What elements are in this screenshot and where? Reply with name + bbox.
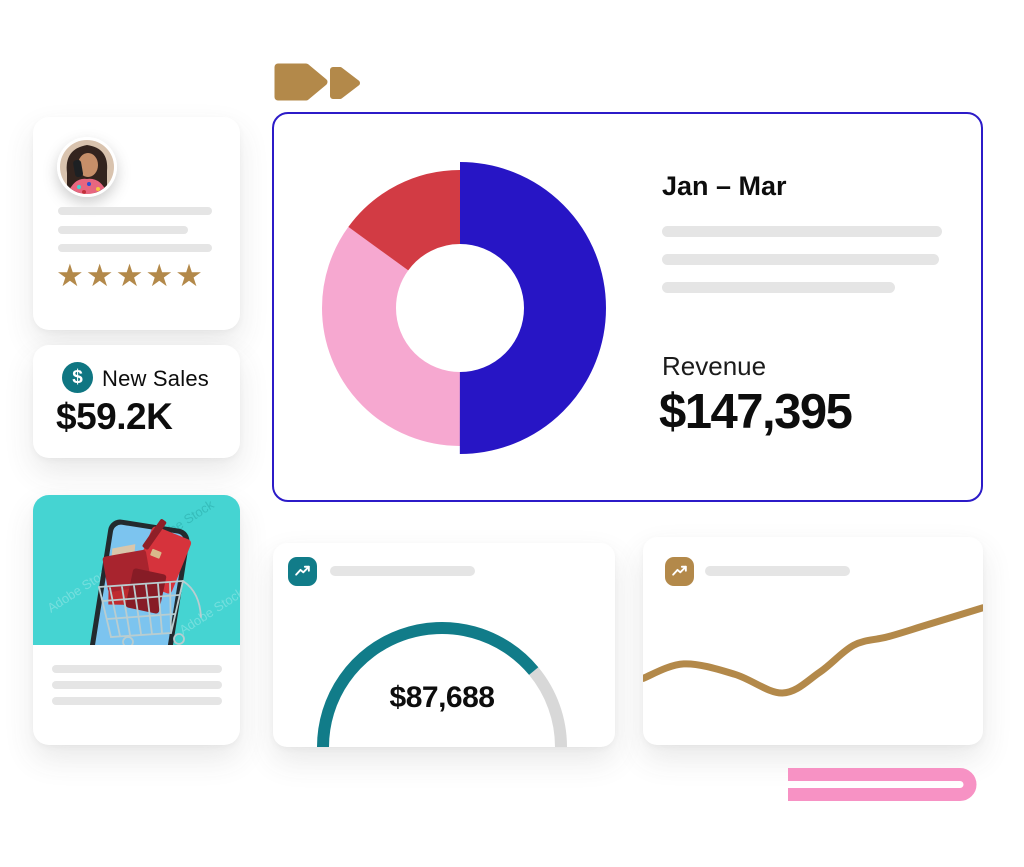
placeholder-line <box>705 566 850 576</box>
arrow-tag-icon <box>274 63 328 101</box>
pink-ribbon-decor <box>788 768 977 801</box>
period-title: Jan – Mar <box>662 171 787 201</box>
placeholder-line <box>58 207 212 215</box>
ribbon-path <box>788 768 977 801</box>
new-sales-value: $59.2K <box>56 396 173 437</box>
revenue-summary-card: Jan – Mar Revenue $147,395 <box>272 112 983 502</box>
product-photo: Adobe Stock Adobe Stock Adobe Stock <box>33 495 240 645</box>
placeholder-line <box>58 226 188 234</box>
fast-forward-arrows-decor <box>274 63 360 101</box>
revenue-value: $147,395 <box>659 385 853 439</box>
donut-chart <box>314 162 606 454</box>
arrow-tag-icon <box>330 67 360 99</box>
placeholder-line <box>662 226 942 237</box>
gauge-value: $87,688 <box>389 681 495 714</box>
placeholder-line <box>662 254 939 265</box>
revenue-label: Revenue <box>662 351 767 381</box>
placeholder-line <box>52 697 222 705</box>
donut-segment-blue <box>314 162 606 454</box>
gauge-fill-arc <box>317 621 539 747</box>
placeholder-line <box>52 665 222 673</box>
dollar-icon: $ <box>62 362 93 393</box>
new-sales-card: $ New Sales $59.2K <box>33 345 240 458</box>
new-sales-label: New Sales <box>102 366 209 391</box>
gauge-card: $87,688 <box>273 543 615 747</box>
placeholder-line <box>662 282 895 293</box>
sparkline-chart <box>643 604 983 697</box>
trending-up-icon <box>288 557 317 586</box>
product-photo-card: Adobe Stock Adobe Stock Adobe Stock <box>33 495 240 745</box>
star-rating-icons: ★★★★★ <box>56 258 205 293</box>
gauge-chart <box>317 621 568 747</box>
gauge-track-arc <box>528 667 568 747</box>
placeholder-line <box>330 566 475 576</box>
trend-line-card <box>643 537 983 745</box>
avatar-photo <box>57 137 117 197</box>
review-card: ★★★★★ <box>33 117 240 330</box>
donut-segment-red <box>322 170 598 447</box>
placeholder-line <box>52 681 222 689</box>
avatar <box>57 137 117 197</box>
trending-up-icon <box>665 557 694 586</box>
placeholder-line <box>58 244 212 252</box>
sparkline-path <box>643 604 983 697</box>
